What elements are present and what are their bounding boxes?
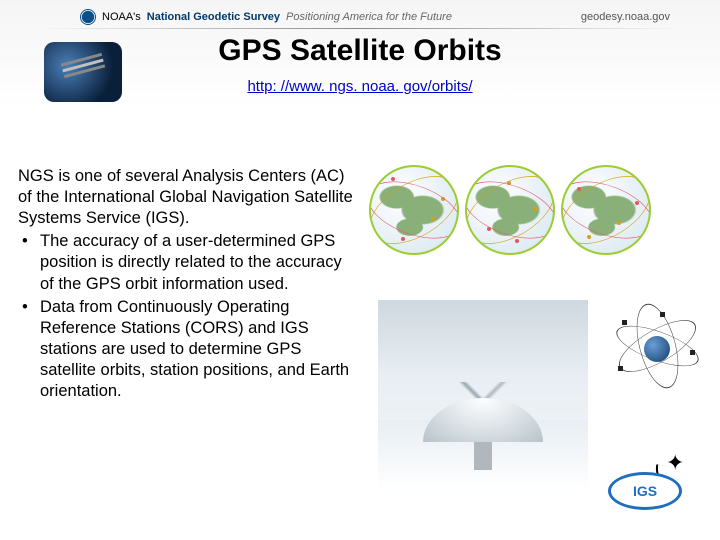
header-divider	[40, 28, 680, 29]
globes-figure	[360, 150, 660, 270]
star-icon: ✦	[666, 450, 684, 476]
intro-paragraph: NGS is one of several Analysis Centers (…	[18, 166, 356, 229]
header-title: National Geodetic Survey	[147, 11, 280, 23]
orbit-diagram-icon	[610, 306, 705, 386]
igs-logo-figure: ✦ IGS	[604, 450, 699, 522]
noaa-logo-icon	[80, 9, 96, 25]
bullet-item: Data from Continuously Operating Referen…	[18, 297, 356, 403]
bullet-list: The accuracy of a user-determined GPS po…	[18, 231, 356, 402]
page-title: GPS Satellite Orbits	[0, 34, 720, 68]
header-tagline: Positioning America for the Future	[286, 11, 452, 23]
globe-icon	[465, 165, 555, 255]
header-bar: NOAA's National Geodetic Survey Position…	[0, 6, 720, 28]
globe-icon	[561, 165, 651, 255]
body-text: NGS is one of several Analysis Centers (…	[18, 166, 356, 402]
bullet-item: The accuracy of a user-determined GPS po…	[18, 231, 356, 294]
header-site: geodesy.noaa.gov	[581, 11, 670, 23]
igs-label: IGS	[608, 472, 682, 510]
dish-antenna-figure	[378, 300, 588, 490]
header-left: NOAA's National Geodetic Survey Position…	[80, 9, 452, 25]
header-org: NOAA's	[102, 11, 141, 23]
orbits-link[interactable]: http: //www. ngs. noaa. gov/orbits/	[0, 78, 720, 95]
globe-icon	[369, 165, 459, 255]
